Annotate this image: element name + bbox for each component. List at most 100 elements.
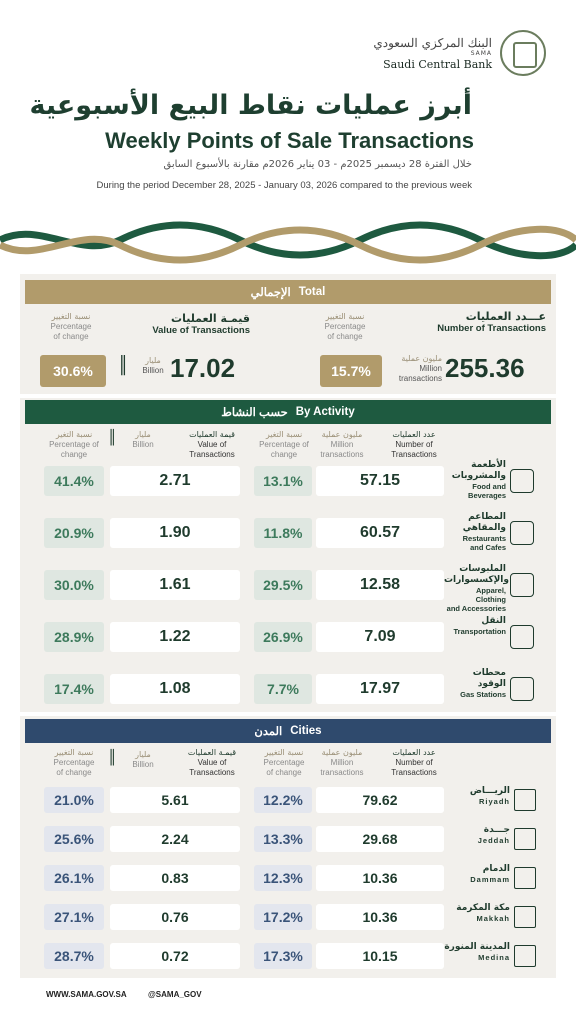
city-col-unit-en2: transactions <box>320 768 364 777</box>
activity-transactions: 7.09 <box>316 622 444 652</box>
activity-category-en2: Beverages <box>468 491 506 500</box>
cities-header: المدن Cities <box>25 719 551 743</box>
act-col-unit-ar: مليون عملية <box>321 430 363 439</box>
city-col-unit-ar: مليون عملية <box>321 748 363 757</box>
activity-section <box>20 398 556 712</box>
total-num-pct-label-ar: نسبة التغيير <box>325 312 365 321</box>
city-col-tx-pct: نسبة التغيير Percentage of change <box>256 748 312 778</box>
activity-category-en1: Transportation <box>453 627 506 636</box>
dammam-skyline-icon <box>514 867 536 889</box>
activity-transactions: 12.58 <box>316 570 444 600</box>
city-transactions: 10.36 <box>316 865 444 891</box>
act-col-unit-en: Million transactions <box>320 440 364 459</box>
activity-transactions: 57.15 <box>316 466 444 496</box>
city-value-change: 21.0% <box>44 787 104 813</box>
riyal-symbol-icon: ║ <box>118 356 129 376</box>
period-english: During the period December 28, 2025 - Ja… <box>96 180 472 191</box>
act-col-val: قيمة العمليات Value of Transactions <box>178 430 246 460</box>
activity-category-ar: النقل <box>481 616 506 626</box>
activity-value: 1.08 <box>110 674 240 704</box>
city-name-en: Jeddah <box>477 836 510 845</box>
activity-tx-change: 26.9% <box>254 622 312 652</box>
act-col-num: عدد العمليات Number of Transactions <box>382 430 446 460</box>
city-transactions: 79.62 <box>316 787 444 813</box>
act-col-tx-pct: نسبة التغير Percentage of change <box>256 430 312 460</box>
total-val-unit: مليار Billion <box>138 356 168 376</box>
city-col-val-en2: Transactions <box>189 768 235 777</box>
activity-value: 2.71 <box>110 466 240 496</box>
activity-tx-change: 13.1% <box>254 466 312 496</box>
total-num-pct-label: نسبة التغيير Percentage of change <box>310 312 380 342</box>
activity-value-change: 30.0% <box>44 570 104 600</box>
logo-sama: SAMA <box>470 50 492 57</box>
act-col-val-pct: نسبة التغير Percentage of change <box>44 430 104 460</box>
city-name-ar: جـــدة <box>483 825 510 835</box>
activity-category-en1: Gas Stations <box>460 690 506 699</box>
total-val-unit-en: Billion <box>142 366 164 375</box>
total-num-unit-en1: Million <box>419 364 442 373</box>
footer-website[interactable]: WWW.SAMA.GOV.SA <box>46 990 127 999</box>
cities-header-en: Cities <box>290 725 322 737</box>
city-tx-change: 12.3% <box>254 865 312 891</box>
activity-category-label: الملبوسات والإكسسوارات Apparel, Clothing a… <box>444 564 509 613</box>
city-col-tx-pct-en2: of change <box>266 768 302 777</box>
activity-category-label: المطاعم والمقاهي Restaurants and Cafes <box>444 512 506 552</box>
total-num-pct-label-en2: of change <box>327 332 363 341</box>
activity-tx-change: 29.5% <box>254 570 312 600</box>
activity-category-label: محطات الوقود Gas Stations <box>444 668 506 699</box>
activity-category-en1: Food and <box>472 482 506 491</box>
bus-icon <box>510 625 534 649</box>
activity-tx-change: 11.8% <box>254 518 312 548</box>
total-header-en: Total <box>298 286 326 298</box>
act-col-tx-pct-ar: نسبة التغير <box>265 430 303 439</box>
activity-category-label: الأطعمة والمشروبات Food and Beverages <box>444 460 506 500</box>
riyal-symbol-icon: ║ <box>108 430 117 446</box>
city-value-change: 27.1% <box>44 904 104 930</box>
act-col-unit: مليون عملية Million transactions <box>314 430 370 460</box>
city-label: المدينة المنورة Medina <box>444 942 510 962</box>
city-value: 5.61 <box>110 787 240 813</box>
gas-pump-icon <box>510 677 534 701</box>
total-transactions-change: 15.7% <box>320 355 382 387</box>
city-value-change: 28.7% <box>44 943 104 969</box>
act-col-bil-en: Billion <box>132 440 154 449</box>
activity-value-change: 41.4% <box>44 466 104 496</box>
city-label: مكة المكرمة Makkah <box>444 903 510 923</box>
city-col-bil-ar: مليار <box>135 750 151 759</box>
city-col-tx-pct-en1: Percentage <box>263 758 305 767</box>
city-tx-change: 17.2% <box>254 904 312 930</box>
city-tx-change: 17.3% <box>254 943 312 969</box>
activity-category-en1: Restaurants <box>462 534 506 543</box>
act-col-bil-ar: مليار <box>135 430 151 439</box>
city-label: الدمام Dammam <box>444 864 510 884</box>
activity-category-ar: الملبوسات والإكسسوارات <box>444 564 509 585</box>
food-basket-icon <box>510 469 534 493</box>
act-col-num-en1: Number of <box>395 440 433 449</box>
city-transactions: 29.68 <box>316 826 444 852</box>
activity-value: 1.61 <box>110 570 240 600</box>
city-col-unit: مليون عملية Million transactions <box>314 748 370 778</box>
total-value-change: 30.6% <box>40 355 106 387</box>
total-val-label-ar: قيمـة العمليات <box>171 312 250 325</box>
city-col-bil-en: Billion <box>132 760 154 769</box>
footer-handle[interactable]: @SAMA_GOV <box>148 990 202 999</box>
city-label: الريـــاض Riyadh <box>444 786 510 806</box>
city-col-num: عدد العمليات Number of Transactions <box>382 748 446 778</box>
act-col-val-ar: قيمة العمليات <box>189 430 235 439</box>
city-col-val-pct: نسبة التغيير Percentage of change <box>44 748 104 778</box>
city-transactions: 10.15 <box>316 943 444 969</box>
act-col-tx-pct-en: Percentage of change <box>259 440 309 459</box>
city-col-val-en1: Value of <box>197 758 227 767</box>
city-name-ar: الدمام <box>482 864 510 874</box>
restaurant-icon <box>510 521 534 545</box>
act-col-num-en2: Transactions <box>391 450 437 459</box>
total-transactions: 255.36 <box>445 353 525 383</box>
activity-value-change: 28.9% <box>44 622 104 652</box>
city-name-en: Dammam <box>470 875 510 884</box>
total-num-label-ar: عـــدد العمليات <box>465 310 546 323</box>
activity-header-en: By Activity <box>295 406 355 418</box>
total-val-unit-ar: مليار <box>145 356 161 365</box>
activity-category-label: النقل Transportation <box>444 616 506 636</box>
city-name-en: Makkah <box>476 914 510 923</box>
cities-header-ar: المدن <box>254 726 283 738</box>
